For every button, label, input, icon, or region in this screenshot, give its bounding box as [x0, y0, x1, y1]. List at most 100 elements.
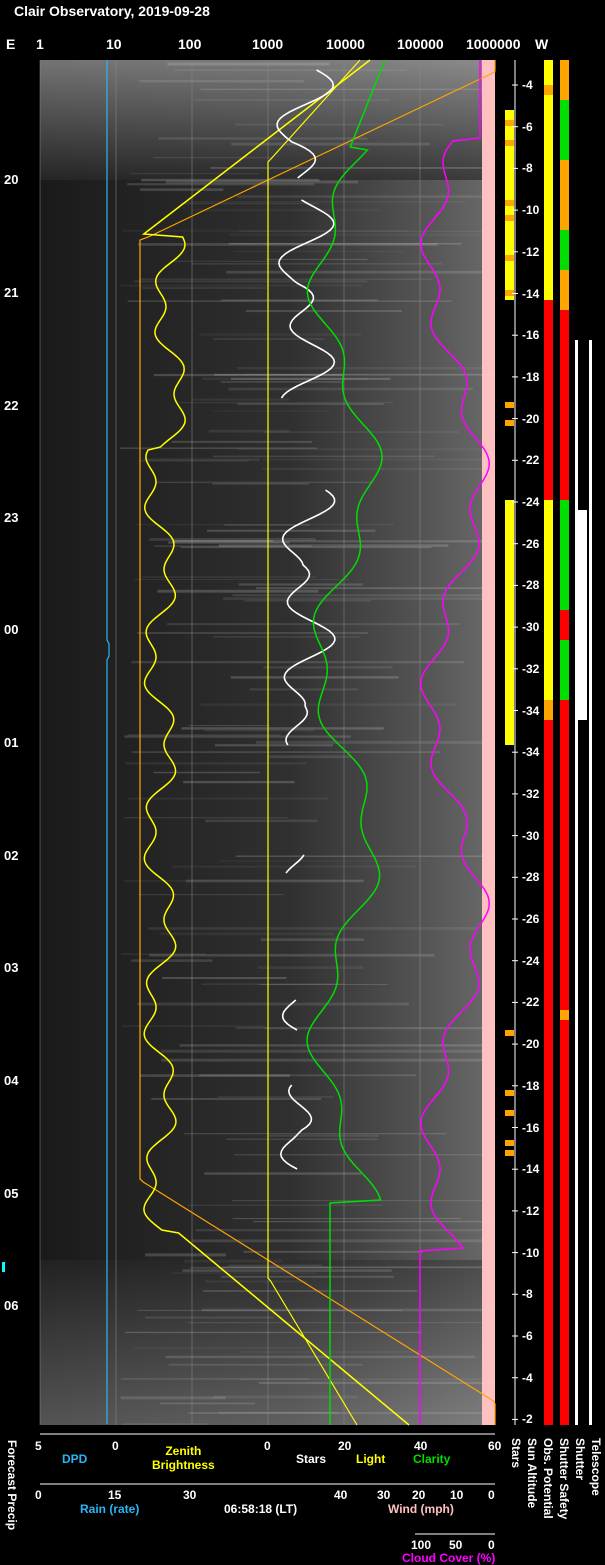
cloud-streak [195, 1229, 484, 1232]
cloud-streak [237, 366, 495, 370]
obs-potential-bar [544, 85, 553, 95]
stars-indicator [505, 200, 514, 206]
cloud-streak [120, 447, 318, 450]
cloud-streak [217, 1095, 334, 1098]
cloud-streak [253, 1220, 495, 1223]
wind-tick: 10 [450, 1488, 464, 1502]
cloud-streak [212, 410, 330, 412]
cloud-streak [134, 280, 368, 283]
cloud-streak [188, 1412, 495, 1415]
cloud-streak [167, 62, 330, 66]
cloud-streak [127, 300, 452, 302]
cloud-streak [135, 524, 395, 526]
cloud-streak [203, 1290, 418, 1292]
shutter-safety-bar [560, 1010, 569, 1020]
cloud-streak [205, 1280, 308, 1283]
cloud-cover-line [419, 60, 490, 1425]
hour-label: 03 [4, 960, 19, 975]
cloud-streak [231, 142, 430, 146]
stars-indicator [505, 1110, 514, 1116]
stars-tick: 60 [488, 1439, 502, 1453]
clarity-label: Clarity [413, 1452, 451, 1466]
cloud-streak [191, 263, 443, 265]
cloud-streak [213, 1395, 358, 1399]
cloud-streak [125, 762, 307, 765]
cloud-streak [159, 1402, 255, 1405]
cloud-streak [121, 953, 206, 955]
cloud-streak [142, 576, 316, 578]
cloud-streak [202, 377, 368, 381]
cloud-streak [210, 167, 495, 169]
telescope-label: Telescope [589, 1438, 603, 1496]
cloud-streak [192, 398, 290, 401]
stars-tick: 40 [414, 1439, 428, 1453]
stars-indicator [505, 402, 514, 408]
telescope-bar [578, 510, 587, 720]
cloud-streak [208, 429, 290, 433]
wind-tick: 20 [412, 1488, 426, 1502]
cloud-streak [188, 200, 465, 203]
cloud-streak [191, 208, 380, 212]
cloud-streak [264, 1027, 495, 1030]
zenith-brightness-label: Zenith Brightness [152, 1444, 215, 1472]
cloud-tick: 0 [488, 1538, 495, 1552]
cloud-streak [120, 284, 363, 287]
hour-label: 23 [4, 510, 19, 525]
cloud-streak [182, 1269, 392, 1272]
cloud-streak [179, 1044, 487, 1047]
sun-altitude-tick: -8 [522, 161, 533, 176]
cloud-streak [214, 373, 495, 376]
dpd-label: DPD [62, 1452, 88, 1466]
cloud-streak [161, 1058, 484, 1062]
cloud-streak [184, 1259, 282, 1263]
sun-altitude-tick: -6 [522, 119, 533, 134]
cloud-streak [181, 727, 384, 730]
cloud-streak [201, 983, 343, 986]
sun-altitude-tick: -32 [522, 661, 540, 676]
stars-indicator [505, 420, 514, 426]
cloud-streak [237, 403, 384, 405]
stars-tick: 0 [264, 1439, 271, 1453]
cloud-streak [206, 529, 376, 532]
cloud-streak [165, 1355, 476, 1359]
hour-label: 06 [4, 1298, 19, 1313]
bottom-axes [40, 1433, 495, 1535]
sun-altitude-tick: -30 [522, 620, 540, 635]
stars-indicator [505, 140, 514, 146]
cloud-streak [168, 541, 290, 544]
cloud-streak [212, 482, 309, 485]
shutter-safety-bar [560, 500, 569, 610]
hour-label: 00 [4, 622, 19, 637]
sun-altitude-tick: -18 [522, 369, 540, 384]
cloud-streak [137, 632, 368, 634]
cloud-streak [228, 387, 474, 391]
stars-indicator [505, 215, 514, 221]
cloud-streak [124, 735, 351, 738]
forecast-precip-label: Forecast Precip [5, 1440, 19, 1531]
cloud-streak [143, 458, 260, 461]
shutter-safety-bar [560, 230, 569, 270]
cloud-streak [194, 99, 390, 101]
cloud-streak [127, 797, 329, 800]
obs-potential-bar [544, 500, 553, 720]
cloud-streak [122, 1423, 209, 1426]
hour-label: 20 [4, 172, 19, 187]
cloud-streak [156, 481, 373, 484]
cloud-streak [133, 578, 349, 580]
cloud-streak [133, 1347, 306, 1349]
time-label: 06:58:18 (LT) [224, 1502, 298, 1516]
cloud-streak [187, 1204, 382, 1206]
zenith-curve [267, 59, 361, 1426]
sun-altitude-tick: -16 [522, 328, 540, 343]
cloud-streak [131, 751, 441, 754]
cloud-streak [259, 983, 388, 985]
stars-tick: 20 [338, 1439, 352, 1453]
cloud-streak [221, 1266, 490, 1269]
sun-altitude-tick: -10 [522, 1245, 540, 1260]
cloud-streak [238, 583, 363, 586]
sun-altitude-tick: -14 [522, 1162, 540, 1177]
light-line [141, 59, 410, 1426]
cloud-streak [173, 69, 407, 71]
cloud-streak [229, 233, 495, 236]
top-tick: 1000 [252, 36, 284, 52]
